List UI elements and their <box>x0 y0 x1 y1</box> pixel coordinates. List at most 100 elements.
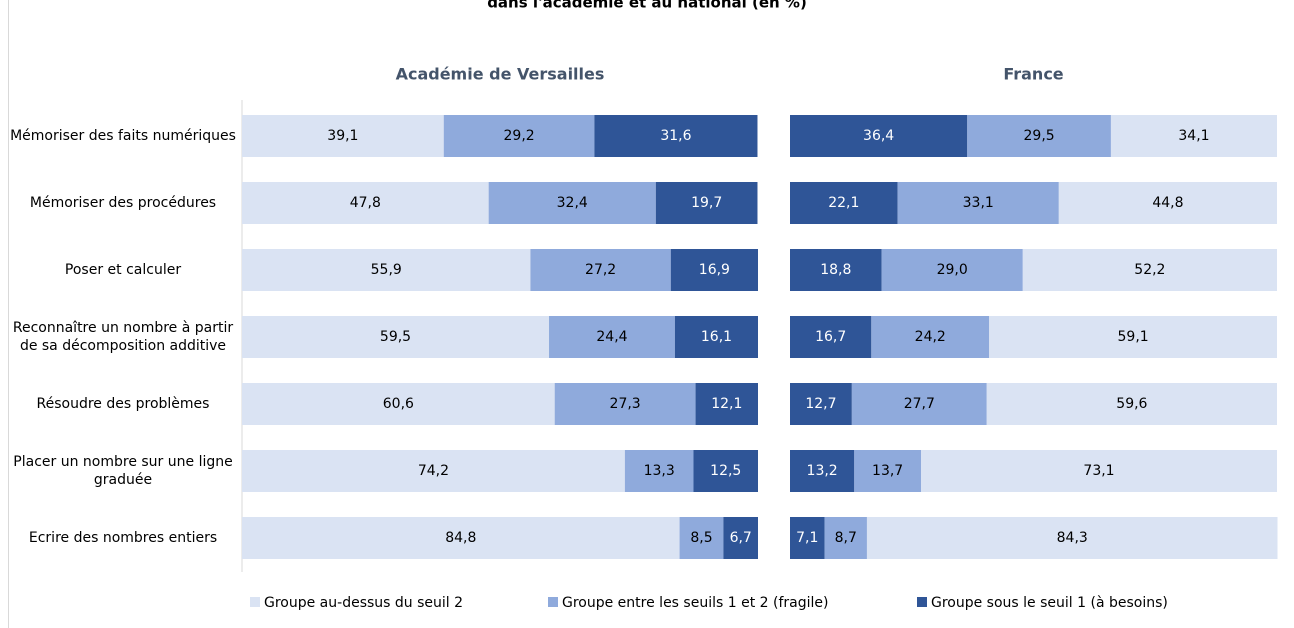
y-tick-label: Ecrire des nombres entiers <box>28 530 218 546</box>
data-label: 84,8 <box>445 530 476 546</box>
y-tick-label: Mémoriser des faits numériques <box>10 128 236 144</box>
data-label: 16,9 <box>699 262 730 278</box>
bar-segment <box>554 383 696 425</box>
data-label: 16,1 <box>701 329 732 345</box>
data-label: 29,2 <box>504 128 535 144</box>
legend-label: Groupe sous le seuil 1 (à besoins) <box>931 595 1168 611</box>
bar-segment <box>695 383 758 425</box>
data-label: 13,3 <box>644 463 675 479</box>
data-label: 27,2 <box>585 262 616 278</box>
data-label: 24,4 <box>596 329 627 345</box>
data-label: 59,5 <box>380 329 411 345</box>
data-label: 47,8 <box>350 195 381 211</box>
frame <box>8 0 9 628</box>
data-label: 32,4 <box>557 195 588 211</box>
data-label: 6,7 <box>730 530 752 546</box>
data-label: 22,1 <box>828 195 859 211</box>
bar-segment <box>989 316 1277 358</box>
data-label: 12,5 <box>710 463 741 479</box>
bar-segment <box>871 316 990 358</box>
legend-swatch <box>917 597 927 607</box>
data-label: 55,9 <box>371 262 402 278</box>
data-label: 13,2 <box>807 463 838 479</box>
data-label: 39,1 <box>327 128 358 144</box>
bar-segment <box>242 517 680 559</box>
legend-label: Groupe au-dessus du seuil 2 <box>264 595 463 611</box>
data-label: 8,5 <box>690 530 712 546</box>
bar-segment <box>242 115 444 157</box>
bar-segment <box>488 182 656 224</box>
legend-swatch <box>548 597 558 607</box>
bar-segment <box>693 450 758 492</box>
bar-segment <box>986 383 1277 425</box>
bar-segment <box>670 249 758 291</box>
bar-segment <box>897 182 1059 224</box>
data-label: 44,8 <box>1152 195 1183 211</box>
data-label: 31,6 <box>660 128 691 144</box>
data-label: 34,1 <box>1178 128 1209 144</box>
bar-segment <box>242 182 489 224</box>
data-label: 52,2 <box>1134 262 1165 278</box>
data-label: 29,0 <box>937 262 968 278</box>
data-label: 27,3 <box>610 396 641 412</box>
data-label: 60,6 <box>383 396 414 412</box>
data-label: 12,1 <box>711 396 742 412</box>
data-label: 19,7 <box>691 195 722 211</box>
y-tick-label: Reconnaître un nombre à partir de sa déc… <box>12 320 234 354</box>
bar-segment <box>790 249 882 291</box>
bar-segment <box>594 115 758 157</box>
data-label: 33,1 <box>963 195 994 211</box>
data-label: 59,1 <box>1118 329 1149 345</box>
bar-segment <box>1110 115 1277 157</box>
data-label: 13,7 <box>872 463 903 479</box>
data-label: 24,2 <box>915 329 946 345</box>
data-label: 27,7 <box>904 396 935 412</box>
y-tick-label: Placer un nombre sur une ligne graduée <box>13 454 233 488</box>
bar-segment <box>967 115 1111 157</box>
bar-segment <box>1022 249 1277 291</box>
data-label: 18,8 <box>820 262 851 278</box>
bar-segment <box>881 249 1023 291</box>
panel-title: Académie de Versailles <box>396 65 605 84</box>
bar-segment <box>854 450 922 492</box>
bar-segment <box>242 450 625 492</box>
bar-segment <box>790 450 855 492</box>
bar-segment <box>530 249 671 291</box>
bar-segment <box>790 115 968 157</box>
bar-segment <box>790 316 872 358</box>
bar-segment <box>790 517 825 559</box>
bar-segment <box>624 450 694 492</box>
legend-label: Groupe entre les seuils 1 et 2 (fragile) <box>562 595 828 611</box>
data-label: 8,7 <box>835 530 857 546</box>
y-tick-label: Résoudre des problèmes <box>36 396 210 412</box>
bar-segment <box>679 517 724 559</box>
bar-segment <box>824 517 867 559</box>
bar-segment <box>674 316 758 358</box>
data-label: 7,1 <box>796 530 818 546</box>
y-tick-label: Poser et calculer <box>64 262 182 278</box>
y-tick-label: Mémoriser des procédures <box>29 195 217 211</box>
chart-title: dans l'académie et au national (en %) <box>487 0 807 12</box>
data-label: 59,6 <box>1116 396 1147 412</box>
bar-segment <box>921 450 1277 492</box>
panel-title: France <box>1003 65 1063 84</box>
bar-segment <box>242 316 550 358</box>
bar-segment <box>851 383 987 425</box>
bar-segment <box>242 249 531 291</box>
bar-segment <box>549 316 675 358</box>
data-label: 74,2 <box>418 463 449 479</box>
data-label: 29,5 <box>1024 128 1055 144</box>
data-label: 73,1 <box>1083 463 1114 479</box>
bar-segment <box>242 383 555 425</box>
bar-segment <box>655 182 758 224</box>
data-label: 36,4 <box>863 128 894 144</box>
data-label: 16,7 <box>815 329 846 345</box>
legend-swatch <box>250 597 260 607</box>
bar-segment <box>1058 182 1277 224</box>
bar-segment <box>723 517 758 559</box>
bar-segment <box>866 517 1278 559</box>
bar-segment <box>443 115 595 157</box>
bar-segment <box>790 182 898 224</box>
